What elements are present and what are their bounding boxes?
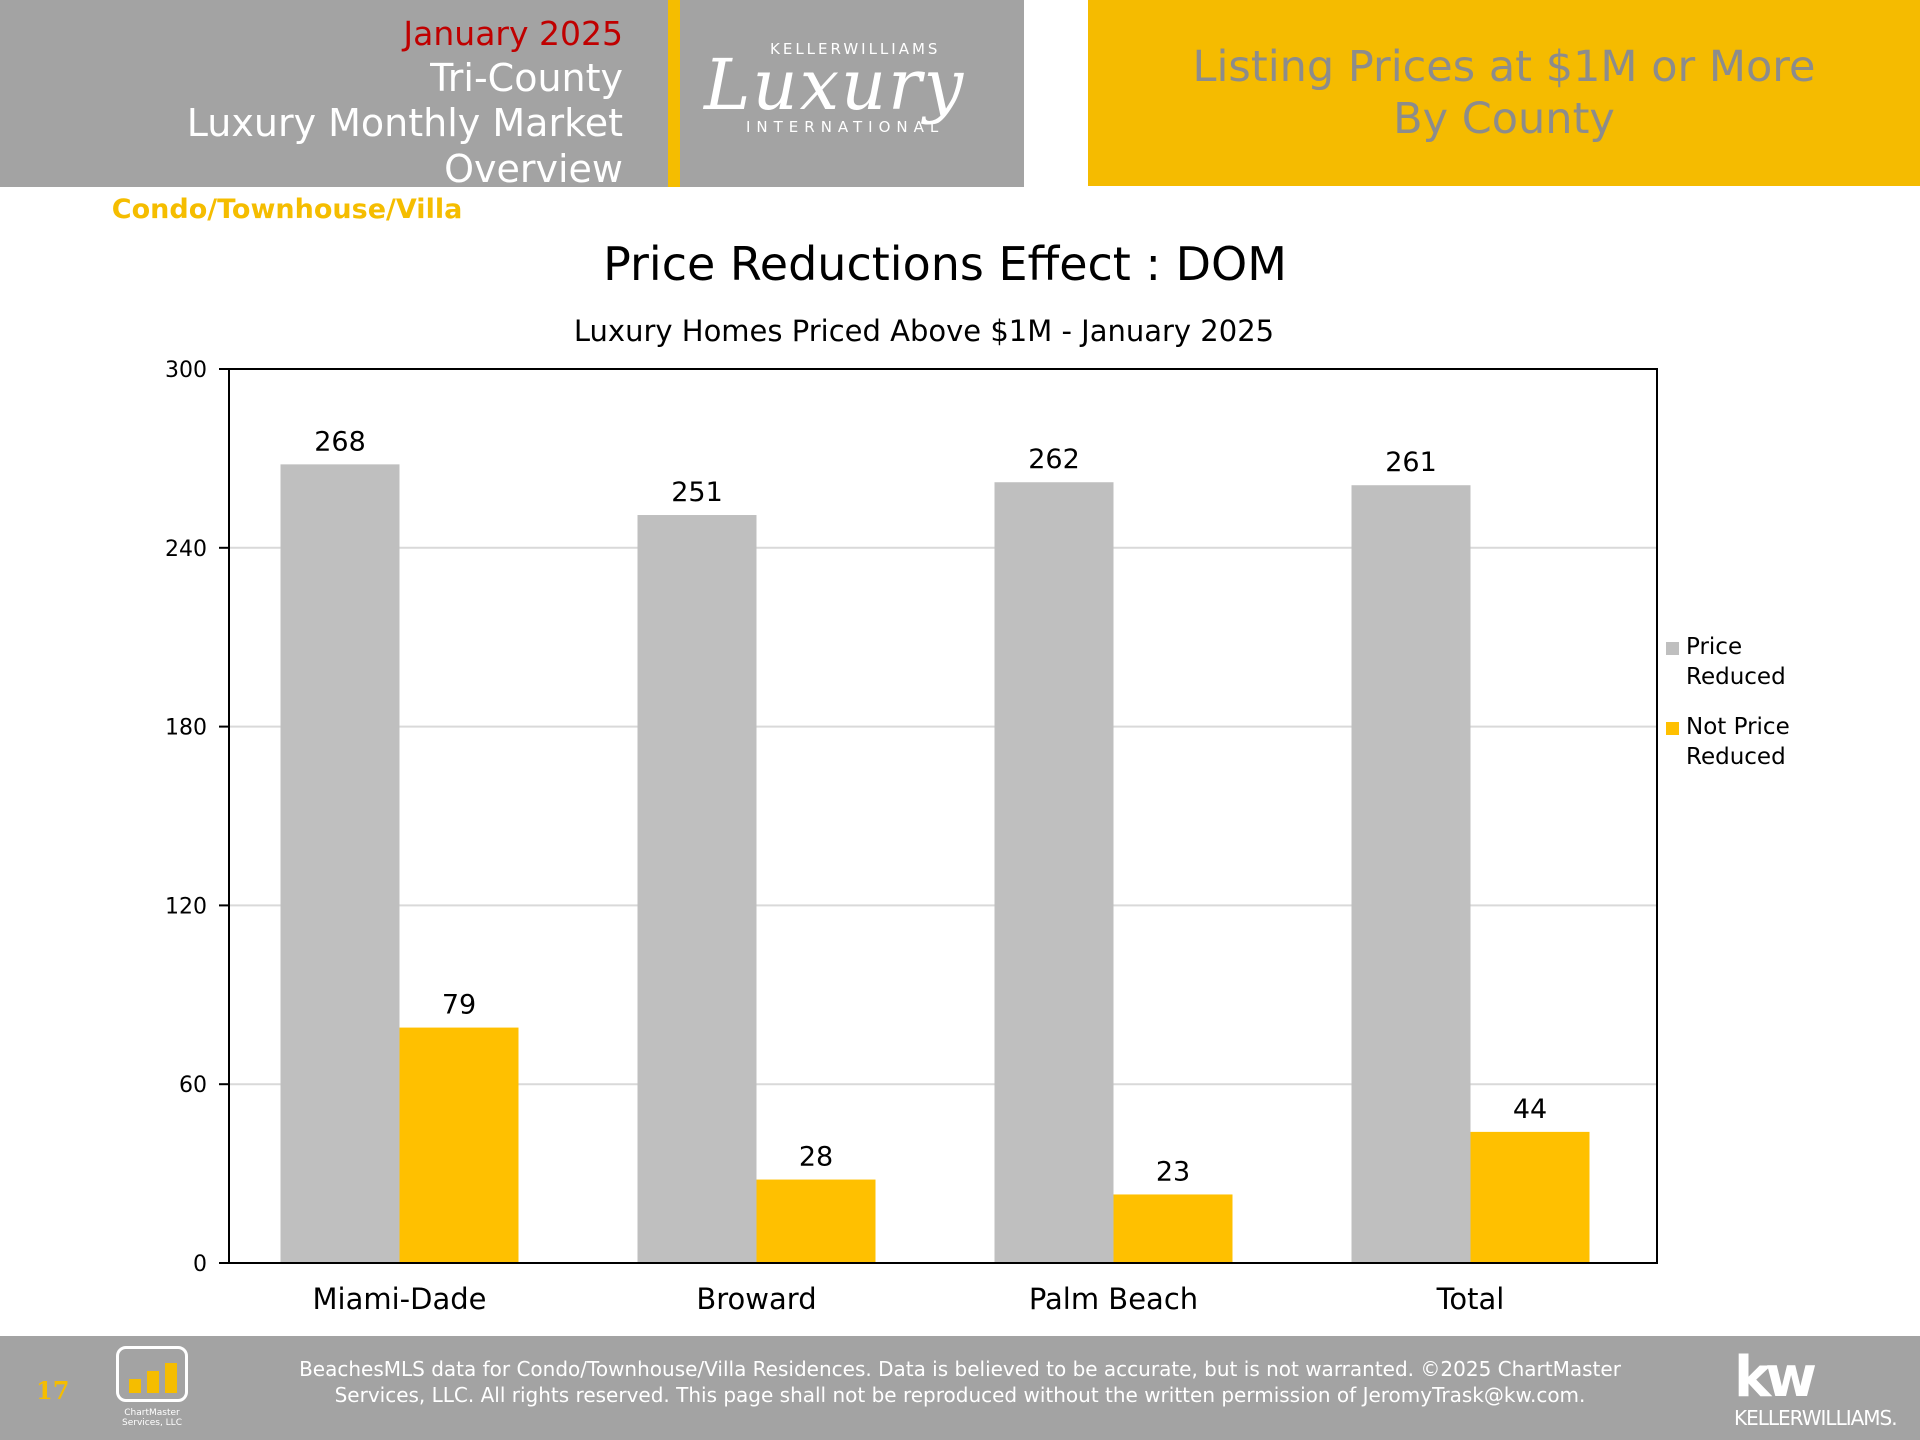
kw-logo-icon: kw <box>1734 1345 1817 1410</box>
chart-title: Price Reductions Effect : DOM <box>603 237 1287 291</box>
plot-frame <box>228 368 1658 1264</box>
legend-label: Not Price <box>1686 714 1790 740</box>
header-title-block: January 2025 Tri-County Luxury Monthly M… <box>0 12 623 228</box>
logo-bar <box>165 1363 177 1393</box>
y-tick-label: 300 <box>165 358 207 383</box>
data-label: 268 <box>314 426 366 457</box>
bar <box>399 1027 519 1263</box>
legend-label: Reduced <box>1686 744 1786 770</box>
logo-international-text: INTERNATIONAL <box>746 118 945 136</box>
bar <box>756 1179 876 1263</box>
kw-luxury-logo: KELLERWILLIAMS Luxury INTERNATIONAL <box>680 0 1024 187</box>
x-tick-label: Broward <box>696 1282 816 1316</box>
y-tick-label: 180 <box>165 716 207 741</box>
logo-brand-text: KELLERWILLIAMS <box>770 40 941 58</box>
y-tick-label: 240 <box>165 537 207 562</box>
data-label: 262 <box>1028 444 1080 475</box>
chartmaster-logo-icon <box>116 1346 188 1402</box>
data-label: 28 <box>799 1142 833 1173</box>
report-date: January 2025 <box>403 14 623 53</box>
legend: Price Reduced Not Price Reduced <box>1666 634 1790 770</box>
property-type: Condo/Townhouse/Villa Residences <box>0 192 623 228</box>
disclaimer-line2: Services, LLC. All rights reserved. This… <box>334 1383 1586 1407</box>
y-axis: 0 60 120 180 240 300 <box>165 358 229 1277</box>
kw-logo-text: KELLERWILLIAMS. <box>1734 1406 1898 1430</box>
page-number: 17 <box>36 1376 70 1405</box>
chartmaster-logo-text: ChartMaster Services, LLC <box>122 1408 182 1428</box>
section-title-panel: Listing Prices at $1M or More By County <box>1088 0 1920 186</box>
y-tick-label: 0 <box>193 1252 207 1277</box>
data-label: 251 <box>671 477 723 508</box>
x-tick-label: Miami-Dade <box>313 1282 487 1316</box>
data-label: 261 <box>1385 447 1437 478</box>
bars: 268 79 251 28 262 23 261 44 <box>280 426 1590 1264</box>
bar <box>1351 485 1471 1264</box>
y-tick-label: 120 <box>165 894 207 919</box>
property-type-accent: Condo/Townhouse/Villa <box>111 194 463 225</box>
bar <box>280 464 400 1263</box>
section-title-line2: By County <box>1393 94 1615 144</box>
x-tick-label: Total <box>1436 1282 1505 1316</box>
bar <box>1113 1194 1233 1263</box>
logo-bar <box>147 1371 159 1393</box>
data-label: 44 <box>1513 1094 1547 1125</box>
logo-script-text: Luxury <box>704 44 966 126</box>
chart-subtitle: Luxury Homes Priced Above $1M - January … <box>574 314 1274 348</box>
property-type-rest: Residences <box>462 194 623 225</box>
bar <box>994 482 1114 1263</box>
header-title-panel: January 2025 Tri-County Luxury Monthly M… <box>0 0 668 225</box>
y-tick-label: 60 <box>179 1073 207 1098</box>
legend-swatch <box>1666 642 1679 655</box>
dom-bar-chart: Price Reductions Effect : DOM Luxury Hom… <box>165 237 1790 1316</box>
section-title-line1: Listing Prices at $1M or More <box>1192 42 1816 92</box>
disclaimer-line1: BeachesMLS data for Condo/Townhouse/Vill… <box>299 1357 1621 1381</box>
bar <box>637 515 757 1263</box>
logo-bar <box>129 1379 141 1393</box>
footer: 17 ChartMaster Services, LLC BeachesMLS … <box>0 1336 1920 1440</box>
legend-label: Price <box>1686 634 1742 660</box>
x-axis: Miami-Dade Broward Palm Beach Total <box>313 1282 1505 1316</box>
legend-label: Reduced <box>1686 664 1786 690</box>
header-divider-stripe <box>668 0 680 187</box>
bar <box>1470 1131 1590 1263</box>
data-label: 23 <box>1156 1156 1190 1187</box>
report-region: Tri-County <box>430 56 623 100</box>
x-tick-label: Palm Beach <box>1029 1282 1198 1316</box>
report-title: Luxury Monthly Market Overview <box>186 101 623 191</box>
disclaimer: BeachesMLS data for Condo/Townhouse/Vill… <box>240 1356 1680 1408</box>
legend-swatch <box>1666 722 1679 735</box>
data-label: 79 <box>442 990 476 1021</box>
